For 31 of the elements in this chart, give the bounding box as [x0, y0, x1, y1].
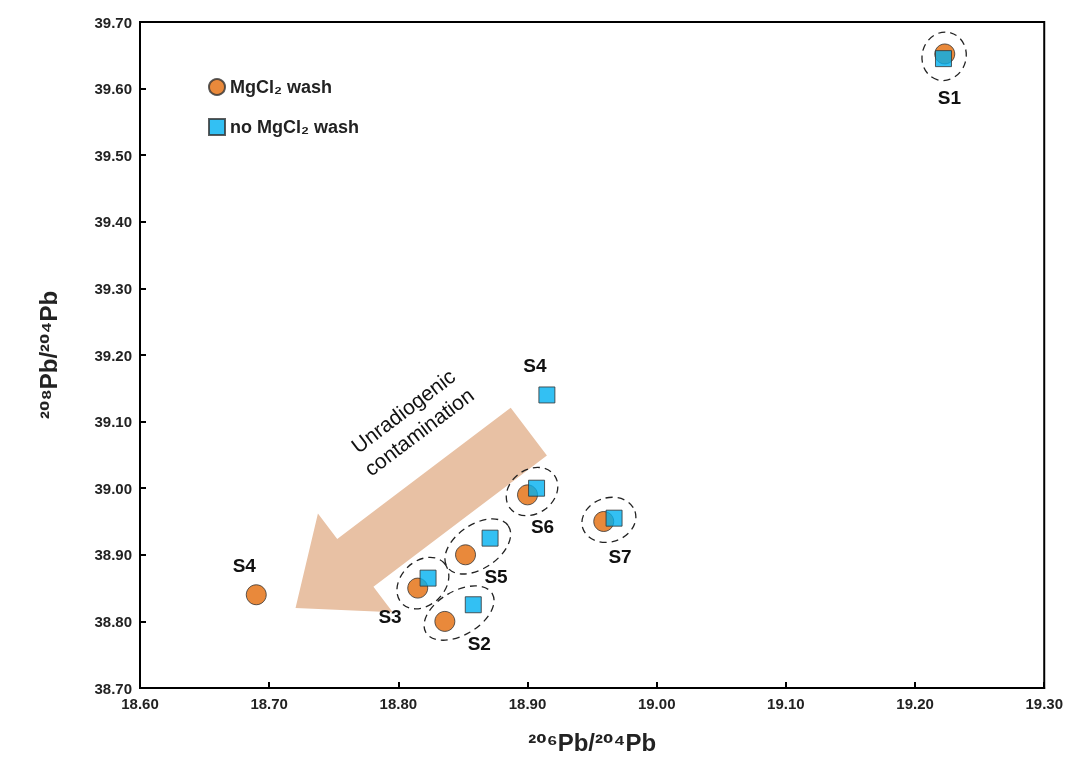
y-tick-label: 39.00 — [94, 479, 132, 497]
y-tick-label: 38.70 — [94, 679, 132, 697]
annotation: S7 — [608, 546, 632, 568]
y-axis-title: ²⁰⁸Pb/²⁰⁴Pb — [34, 290, 62, 420]
annotation: S4 — [232, 554, 257, 576]
x-tick-label: 19.10 — [767, 695, 805, 712]
y-tick-label: 38.80 — [94, 612, 132, 630]
y-tick-label: 38.90 — [94, 546, 132, 564]
y-tick-label: 39.60 — [94, 80, 132, 98]
x-tick-label: 19.20 — [896, 695, 934, 712]
annotation: S1 — [937, 86, 962, 108]
y-tick-label: 39.30 — [94, 279, 132, 297]
annotation: S4 — [523, 354, 547, 376]
x-axis-title: ²⁰⁶Pb/²⁰⁴Pb — [528, 728, 657, 756]
annotation: S2 — [467, 632, 491, 654]
annotation: S5 — [484, 566, 509, 588]
y-tick-label: 39.20 — [94, 346, 132, 364]
y-tick-label: 39.10 — [94, 413, 132, 431]
x-tick-label: 18.90 — [508, 695, 547, 712]
y-tick-label: 39.50 — [94, 146, 132, 164]
x-tick-label: 18.70 — [250, 695, 288, 712]
x-tick-label: 18.60 — [121, 695, 159, 712]
x-tick-label: 18.80 — [379, 695, 418, 712]
legend-label: no MgCl₂ wash — [230, 117, 359, 137]
annotation: S3 — [378, 606, 402, 628]
x-tick-label: 19.00 — [637, 695, 676, 712]
annotation: S6 — [530, 516, 555, 538]
x-tick-label: 19.30 — [1025, 695, 1064, 712]
y-tick-label: 39.70 — [94, 13, 132, 31]
legend-label: MgCl₂ wash — [230, 77, 333, 97]
y-tick-label: 39.40 — [94, 213, 132, 231]
